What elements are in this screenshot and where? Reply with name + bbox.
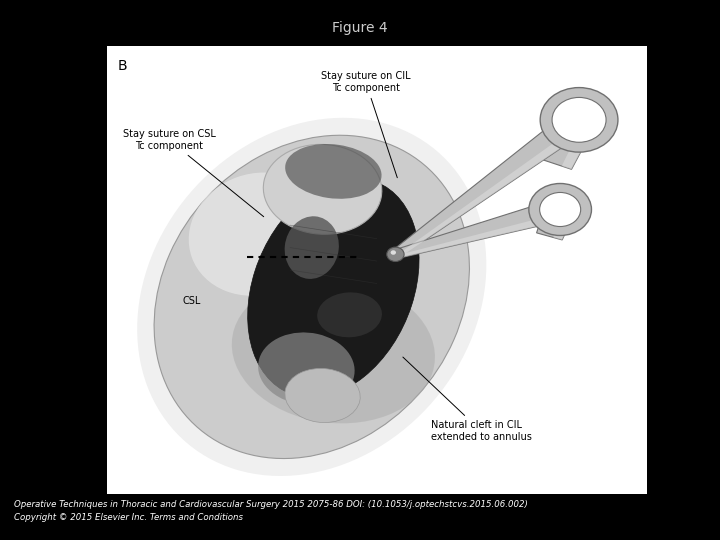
Text: B: B — [117, 59, 127, 73]
Text: Operative Techniques in Thoracic and Cardiovascular Surgery 2015 2075-86 DOI: (1: Operative Techniques in Thoracic and Car… — [14, 500, 528, 509]
Ellipse shape — [285, 144, 382, 199]
FancyBboxPatch shape — [107, 46, 647, 494]
Circle shape — [528, 184, 592, 235]
Polygon shape — [392, 111, 589, 258]
Circle shape — [540, 192, 581, 226]
Text: Stay suture on CSL
Tc component: Stay suture on CSL Tc component — [122, 129, 264, 217]
Text: Copyright © 2015 Elsevier Inc. Terms and Conditions: Copyright © 2015 Elsevier Inc. Terms and… — [14, 512, 243, 522]
Circle shape — [387, 247, 404, 261]
Polygon shape — [536, 206, 575, 240]
Polygon shape — [397, 123, 589, 258]
Polygon shape — [553, 211, 575, 240]
Polygon shape — [544, 114, 595, 170]
Circle shape — [391, 250, 396, 255]
Ellipse shape — [284, 217, 339, 279]
Polygon shape — [562, 122, 595, 170]
Ellipse shape — [264, 144, 382, 234]
Ellipse shape — [189, 173, 327, 296]
Polygon shape — [396, 213, 564, 259]
Text: Stay suture on CIL
Tc component: Stay suture on CIL Tc component — [321, 71, 410, 178]
Text: CSL: CSL — [182, 296, 201, 306]
Ellipse shape — [258, 333, 355, 405]
Ellipse shape — [285, 368, 360, 422]
Ellipse shape — [232, 278, 435, 423]
Text: Figure 4: Figure 4 — [332, 21, 388, 35]
Ellipse shape — [248, 178, 419, 397]
Ellipse shape — [138, 118, 486, 476]
Circle shape — [540, 87, 618, 152]
Text: Natural cleft in CIL
extended to annulus: Natural cleft in CIL extended to annulus — [403, 357, 531, 442]
Ellipse shape — [318, 292, 382, 338]
Ellipse shape — [154, 135, 469, 458]
Polygon shape — [394, 199, 564, 259]
Circle shape — [552, 97, 606, 142]
